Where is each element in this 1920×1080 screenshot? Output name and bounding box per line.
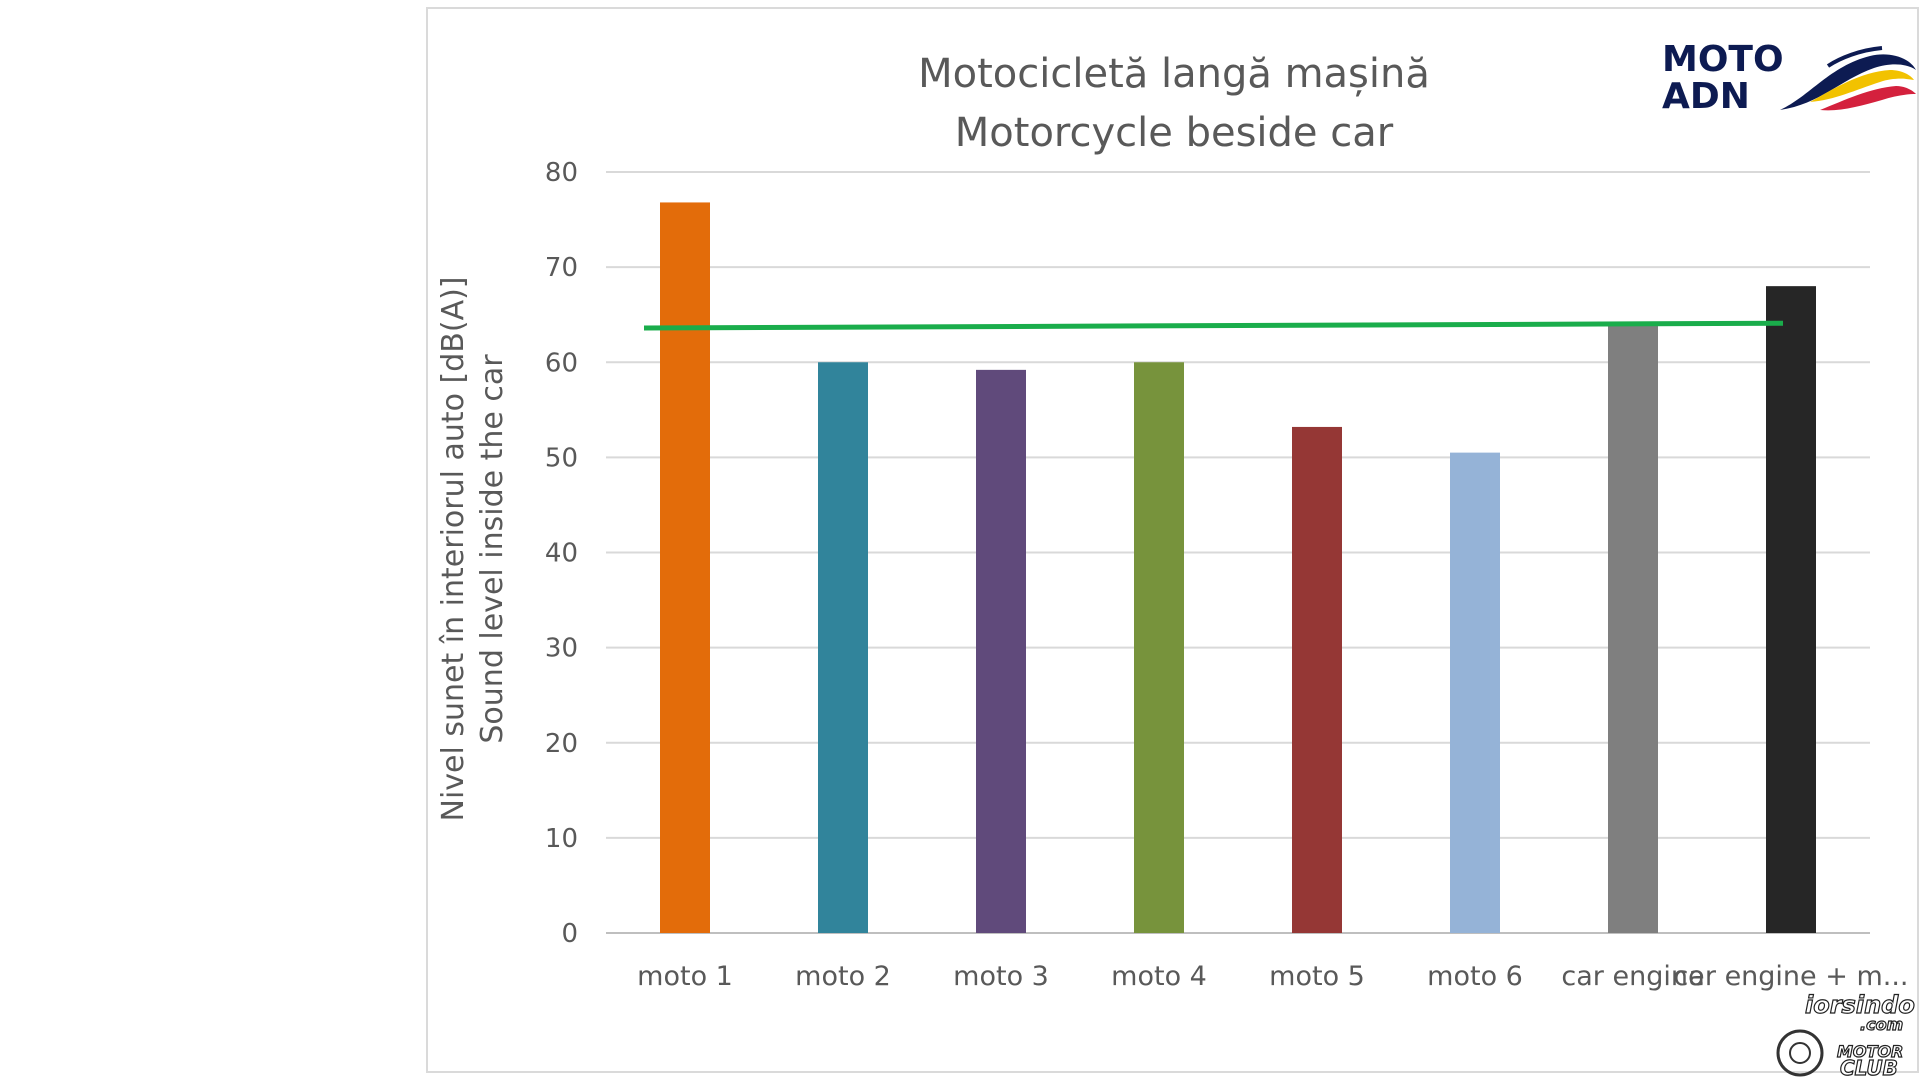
watermark-text-2: .com [1860,1015,1903,1034]
watermark-text-4: CLUB [1840,1056,1898,1080]
y-axis-title: Nivel sunet în interiorul auto [dB(A)] S… [436,277,510,822]
bars [660,202,1816,933]
moto-adn-logo: MOTO ADN [1662,39,1916,116]
x-tick-label: moto 6 [1427,961,1523,992]
x-tick-label: car engine [1561,961,1704,992]
y-tick-labels: 0 10 20 30 40 50 60 70 80 [545,158,578,949]
gridlines [606,171,1870,934]
y-tick-label: 70 [545,253,578,283]
watermark-text-1: iorsindo [1805,991,1915,1019]
motor-club-watermark-icon: iorsindo .com MOTOR CLUB [1776,990,1915,1080]
logo-text-moto: MOTO [1662,39,1784,80]
reference-line [643,320,1784,331]
chart-title: Motocicletă langă mașină Motorcycle besi… [918,51,1430,156]
x-tick-label: moto 2 [795,961,891,992]
bar-moto-5 [1292,426,1342,933]
y-tick-label: 0 [561,919,578,949]
x-tick-label: moto 4 [1111,961,1207,992]
bar-car-engine [1608,325,1658,933]
watermark-text-3: MOTOR [1837,1042,1903,1061]
y-tick-label: 20 [545,729,578,759]
logo-text-adn: ADN [1662,76,1750,116]
bar-moto-6 [1450,452,1500,933]
x-tick-label: moto 5 [1269,961,1365,992]
x-tick-labels: moto 1 moto 2 moto 3 moto 4 moto 5 moto 6 car … [637,961,1908,992]
chart-title-line-2: Motorcycle beside car [955,110,1394,156]
y-tick-label: 50 [545,443,578,473]
chart-frame: Motocicletă langă mașină Motorcycle besi… [426,7,1919,1073]
x-tick-label: moto 3 [953,961,1049,992]
y-axis-title-line-1: Nivel sunet în interiorul auto [dB(A)] [436,277,471,822]
y-tick-label: 30 [545,634,578,664]
y-tick-label: 40 [545,539,578,569]
reference-line-group [643,320,1784,331]
x-tick-label: moto 1 [637,961,733,992]
y-tick-label: 60 [545,348,578,378]
bar-moto-2 [818,362,868,933]
bar-moto-3 [976,369,1026,933]
y-tick-label: 80 [545,158,578,188]
y-axis-title-line-2: Sound level inside the car [475,354,510,744]
bar-chart: Motocicletă langă mașină Motorcycle besi… [436,51,1909,992]
bar-car-engine-m- [1766,286,1816,933]
bar-moto-1 [660,202,710,933]
road-swoosh-icon [1780,46,1916,111]
x-tick-label: car engine + m... [1674,961,1909,992]
bar-moto-4 [1134,362,1184,933]
y-tick-label: 10 [545,824,578,854]
chart-title-line-1: Motocicletă langă mașină [918,51,1430,97]
